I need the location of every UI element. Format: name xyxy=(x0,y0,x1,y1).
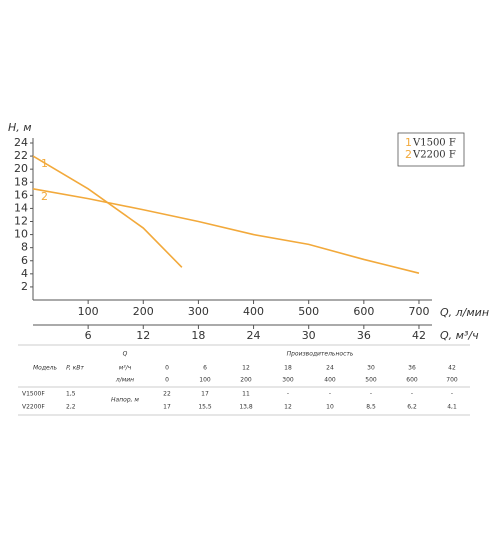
table-cell: 8,5 xyxy=(366,404,376,411)
table-cell: 4,1 xyxy=(447,404,457,411)
table-cell: 0 xyxy=(165,377,169,384)
curve xyxy=(32,188,420,274)
table-cell: 6,2 xyxy=(407,404,417,411)
table-cell: 24 xyxy=(326,365,334,372)
x2-axis-label: Q, м³/ч xyxy=(440,329,479,342)
table-cell: 18 xyxy=(284,365,292,372)
table-cell: - xyxy=(451,391,453,398)
table-cell: - xyxy=(370,391,372,398)
x-tick-label: 100 xyxy=(78,305,99,318)
table-cell: 13,8 xyxy=(239,404,253,411)
table-cell: 400 xyxy=(324,377,336,384)
table-cell: 10 xyxy=(326,404,334,411)
table-cell: 600 xyxy=(406,377,418,384)
x2-tick-label: 30 xyxy=(302,329,316,342)
x2-tick-label: 18 xyxy=(191,329,205,342)
table-cell: 2,2 xyxy=(66,404,76,411)
y-tick-label: 12 xyxy=(14,215,28,228)
table-cell: 15,5 xyxy=(198,404,212,411)
x2-tick-label: 42 xyxy=(412,329,426,342)
y-tick-label: 18 xyxy=(14,175,28,188)
table-cell: Производительность xyxy=(287,351,354,358)
table-cell: 17 xyxy=(201,391,209,398)
y-tick-label: 6 xyxy=(21,254,28,267)
x-tick-label: 700 xyxy=(408,305,429,318)
x-tick-label: 600 xyxy=(353,305,374,318)
y-tick-label: 24 xyxy=(14,136,28,149)
legend-number: 2 xyxy=(405,148,412,161)
table-cell: V2200F xyxy=(22,404,45,411)
table-cell: 12 xyxy=(284,404,292,411)
y-tick-label: 4 xyxy=(21,267,28,280)
curve-label: 2 xyxy=(41,190,48,203)
legend xyxy=(397,132,465,167)
table-cell: - xyxy=(287,391,289,398)
table-cell: 200 xyxy=(240,377,252,384)
table-cell: 11 xyxy=(242,391,250,398)
table-cell: 12 xyxy=(242,365,250,372)
table-cell: м³/ч xyxy=(119,365,132,372)
y-tick-label: 16 xyxy=(14,188,28,201)
table-cell: Модель xyxy=(33,365,58,372)
table-cell: 22 xyxy=(163,391,171,398)
table-cell: 17 xyxy=(163,404,171,411)
x-tick-label: 200 xyxy=(133,305,154,318)
x2-tick-label: 24 xyxy=(247,329,261,342)
x2-tick-label: 36 xyxy=(357,329,371,342)
table-cell: 36 xyxy=(408,365,416,372)
table-cell: 42 xyxy=(448,365,456,372)
curve xyxy=(32,155,183,268)
table-cell: V1500F xyxy=(22,391,45,398)
y-tick-label: 8 xyxy=(21,241,28,254)
table-cell: 6 xyxy=(203,365,207,372)
table-cell: Напор, м xyxy=(111,397,139,404)
y-tick-label: 10 xyxy=(14,228,28,241)
table-cell: л/мин xyxy=(115,377,134,384)
legend-number: 1 xyxy=(405,136,412,149)
table-cell: 0 xyxy=(165,365,169,372)
table-cell: - xyxy=(329,391,331,398)
x-tick-label: 500 xyxy=(298,305,319,318)
legend-entry: V2200 F xyxy=(412,150,456,161)
x2-tick-label: 12 xyxy=(136,329,150,342)
table-cell: P, кВт xyxy=(66,365,84,372)
y-tick-label: 14 xyxy=(14,201,28,214)
y-tick-label: 20 xyxy=(14,162,28,175)
y-axis-label: H, м xyxy=(8,121,32,134)
x-axis-label: Q, л/мин xyxy=(440,306,489,319)
table-cell: 30 xyxy=(367,365,375,372)
table-cell: - xyxy=(411,391,413,398)
y-tick-label: 2 xyxy=(21,280,28,293)
table-cell: 300 xyxy=(282,377,294,384)
x2-tick-label: 6 xyxy=(85,329,92,342)
y-tick-label: 22 xyxy=(14,149,28,162)
table-cell: 500 xyxy=(365,377,377,384)
table-cell: Q xyxy=(123,351,128,358)
table-cell: 100 xyxy=(199,377,211,384)
table-cell: 700 xyxy=(446,377,458,384)
x-tick-label: 300 xyxy=(188,305,209,318)
table-cell: 1,5 xyxy=(66,391,76,398)
curve-label: 1 xyxy=(41,157,48,170)
x-tick-label: 400 xyxy=(243,305,264,318)
legend-entry: V1500 F xyxy=(412,138,456,149)
